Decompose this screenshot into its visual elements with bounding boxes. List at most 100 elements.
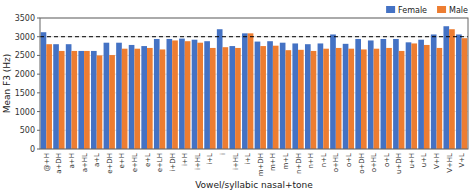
y-tick-label: 2000 xyxy=(15,70,35,79)
bar xyxy=(185,41,191,149)
bar xyxy=(46,44,52,149)
bar xyxy=(292,43,298,149)
y-tick-label: 1500 xyxy=(15,89,35,98)
bar xyxy=(424,45,430,149)
bar xyxy=(197,43,203,149)
y-axis-label: Mean F3 (Hz) xyxy=(2,54,12,114)
bar xyxy=(223,47,229,149)
x-tick-label: a+DH xyxy=(55,153,63,174)
bar xyxy=(330,34,336,149)
x-tick-label: i+DH xyxy=(169,153,177,171)
x-tick-label: n+DH xyxy=(295,153,303,174)
bar xyxy=(368,40,374,149)
x-tick-label: u+DH xyxy=(395,153,403,174)
x-tick-label: n+H xyxy=(307,153,315,169)
x-tick-label: V+HL xyxy=(446,153,454,173)
bar xyxy=(280,43,286,149)
x-tick-label: e+L xyxy=(144,153,152,167)
grid-line xyxy=(40,36,468,37)
x-tick-label: i+HL xyxy=(194,153,202,170)
x-tick-label: V+L xyxy=(458,153,466,168)
bar xyxy=(66,44,72,149)
bar xyxy=(41,32,47,149)
x-axis-label: Vowel/syllabic nasal+tone xyxy=(195,180,313,190)
legend: FemaleMale xyxy=(386,6,468,15)
x-tick-label: n+L xyxy=(320,153,328,167)
bar xyxy=(97,55,103,149)
legend-label: Male xyxy=(449,6,468,15)
bar xyxy=(204,41,210,149)
bar xyxy=(260,46,266,149)
x-tick-label: @+H xyxy=(43,153,51,171)
x-tick-label: i+HL xyxy=(232,153,240,170)
x-tick-label: i+L xyxy=(206,153,214,165)
plot-frame xyxy=(40,18,468,149)
bars xyxy=(40,26,468,149)
bar xyxy=(104,43,110,149)
bar xyxy=(210,48,216,149)
bar xyxy=(348,49,354,149)
x-tick-label: m+L xyxy=(282,153,290,170)
x-tick-label: e+H xyxy=(118,153,126,168)
bar xyxy=(147,48,153,149)
x-tick-label: o+HL xyxy=(370,153,378,172)
bar xyxy=(273,46,279,149)
bar xyxy=(462,38,468,149)
bar xyxy=(374,49,380,149)
bar xyxy=(437,48,443,149)
y-tick-label: 3500 xyxy=(15,14,35,23)
x-tick-label: i xyxy=(219,153,227,155)
y-tick-label: 3000 xyxy=(15,33,35,42)
bar xyxy=(343,44,349,149)
x-tick-label: o+L xyxy=(383,153,391,167)
bar xyxy=(311,51,317,149)
bar xyxy=(71,51,77,149)
x-tick-label: e+LH xyxy=(156,153,164,172)
bar xyxy=(318,43,324,149)
bar xyxy=(393,39,399,149)
bar xyxy=(298,50,304,149)
bar xyxy=(255,42,261,149)
bar xyxy=(406,42,412,149)
bar xyxy=(386,48,392,149)
x-tick-label: u+L xyxy=(420,153,428,167)
bar xyxy=(53,44,59,149)
bar xyxy=(285,50,291,149)
x-tick-label: a+H xyxy=(68,153,76,168)
x-tick-label: m+DH xyxy=(257,153,265,176)
bar xyxy=(109,55,115,149)
bar xyxy=(122,49,128,149)
reference-line xyxy=(40,36,468,37)
bar xyxy=(411,43,417,149)
bar xyxy=(129,45,135,149)
bar xyxy=(167,39,173,149)
bar xyxy=(192,40,198,149)
y-tick-label: 0 xyxy=(30,145,35,154)
bar xyxy=(449,29,455,149)
bar xyxy=(235,48,241,149)
bar xyxy=(267,41,273,149)
x-tick-label: e+DH xyxy=(106,153,114,174)
x-tick-label: u+H xyxy=(408,153,416,169)
legend-swatch xyxy=(437,6,446,13)
bar xyxy=(381,39,387,149)
bar xyxy=(160,49,166,149)
y-tick-label: 2500 xyxy=(15,51,35,60)
x-tick-label: a+L xyxy=(93,153,101,167)
bar xyxy=(248,33,254,149)
legend-swatch xyxy=(386,6,395,13)
x-tick-label: m+H xyxy=(269,153,277,171)
bar xyxy=(154,39,160,149)
bar xyxy=(242,33,248,149)
x-tick-label: o+L xyxy=(345,153,353,167)
bar xyxy=(323,49,329,149)
bar xyxy=(217,29,223,149)
x-tick-label: o+HL xyxy=(332,153,340,172)
bar xyxy=(305,44,311,149)
bar xyxy=(172,40,178,149)
bar xyxy=(179,39,185,149)
bar xyxy=(418,40,424,149)
x-tick-label: i+H xyxy=(181,153,189,166)
bar xyxy=(431,34,437,149)
bar xyxy=(84,51,90,149)
